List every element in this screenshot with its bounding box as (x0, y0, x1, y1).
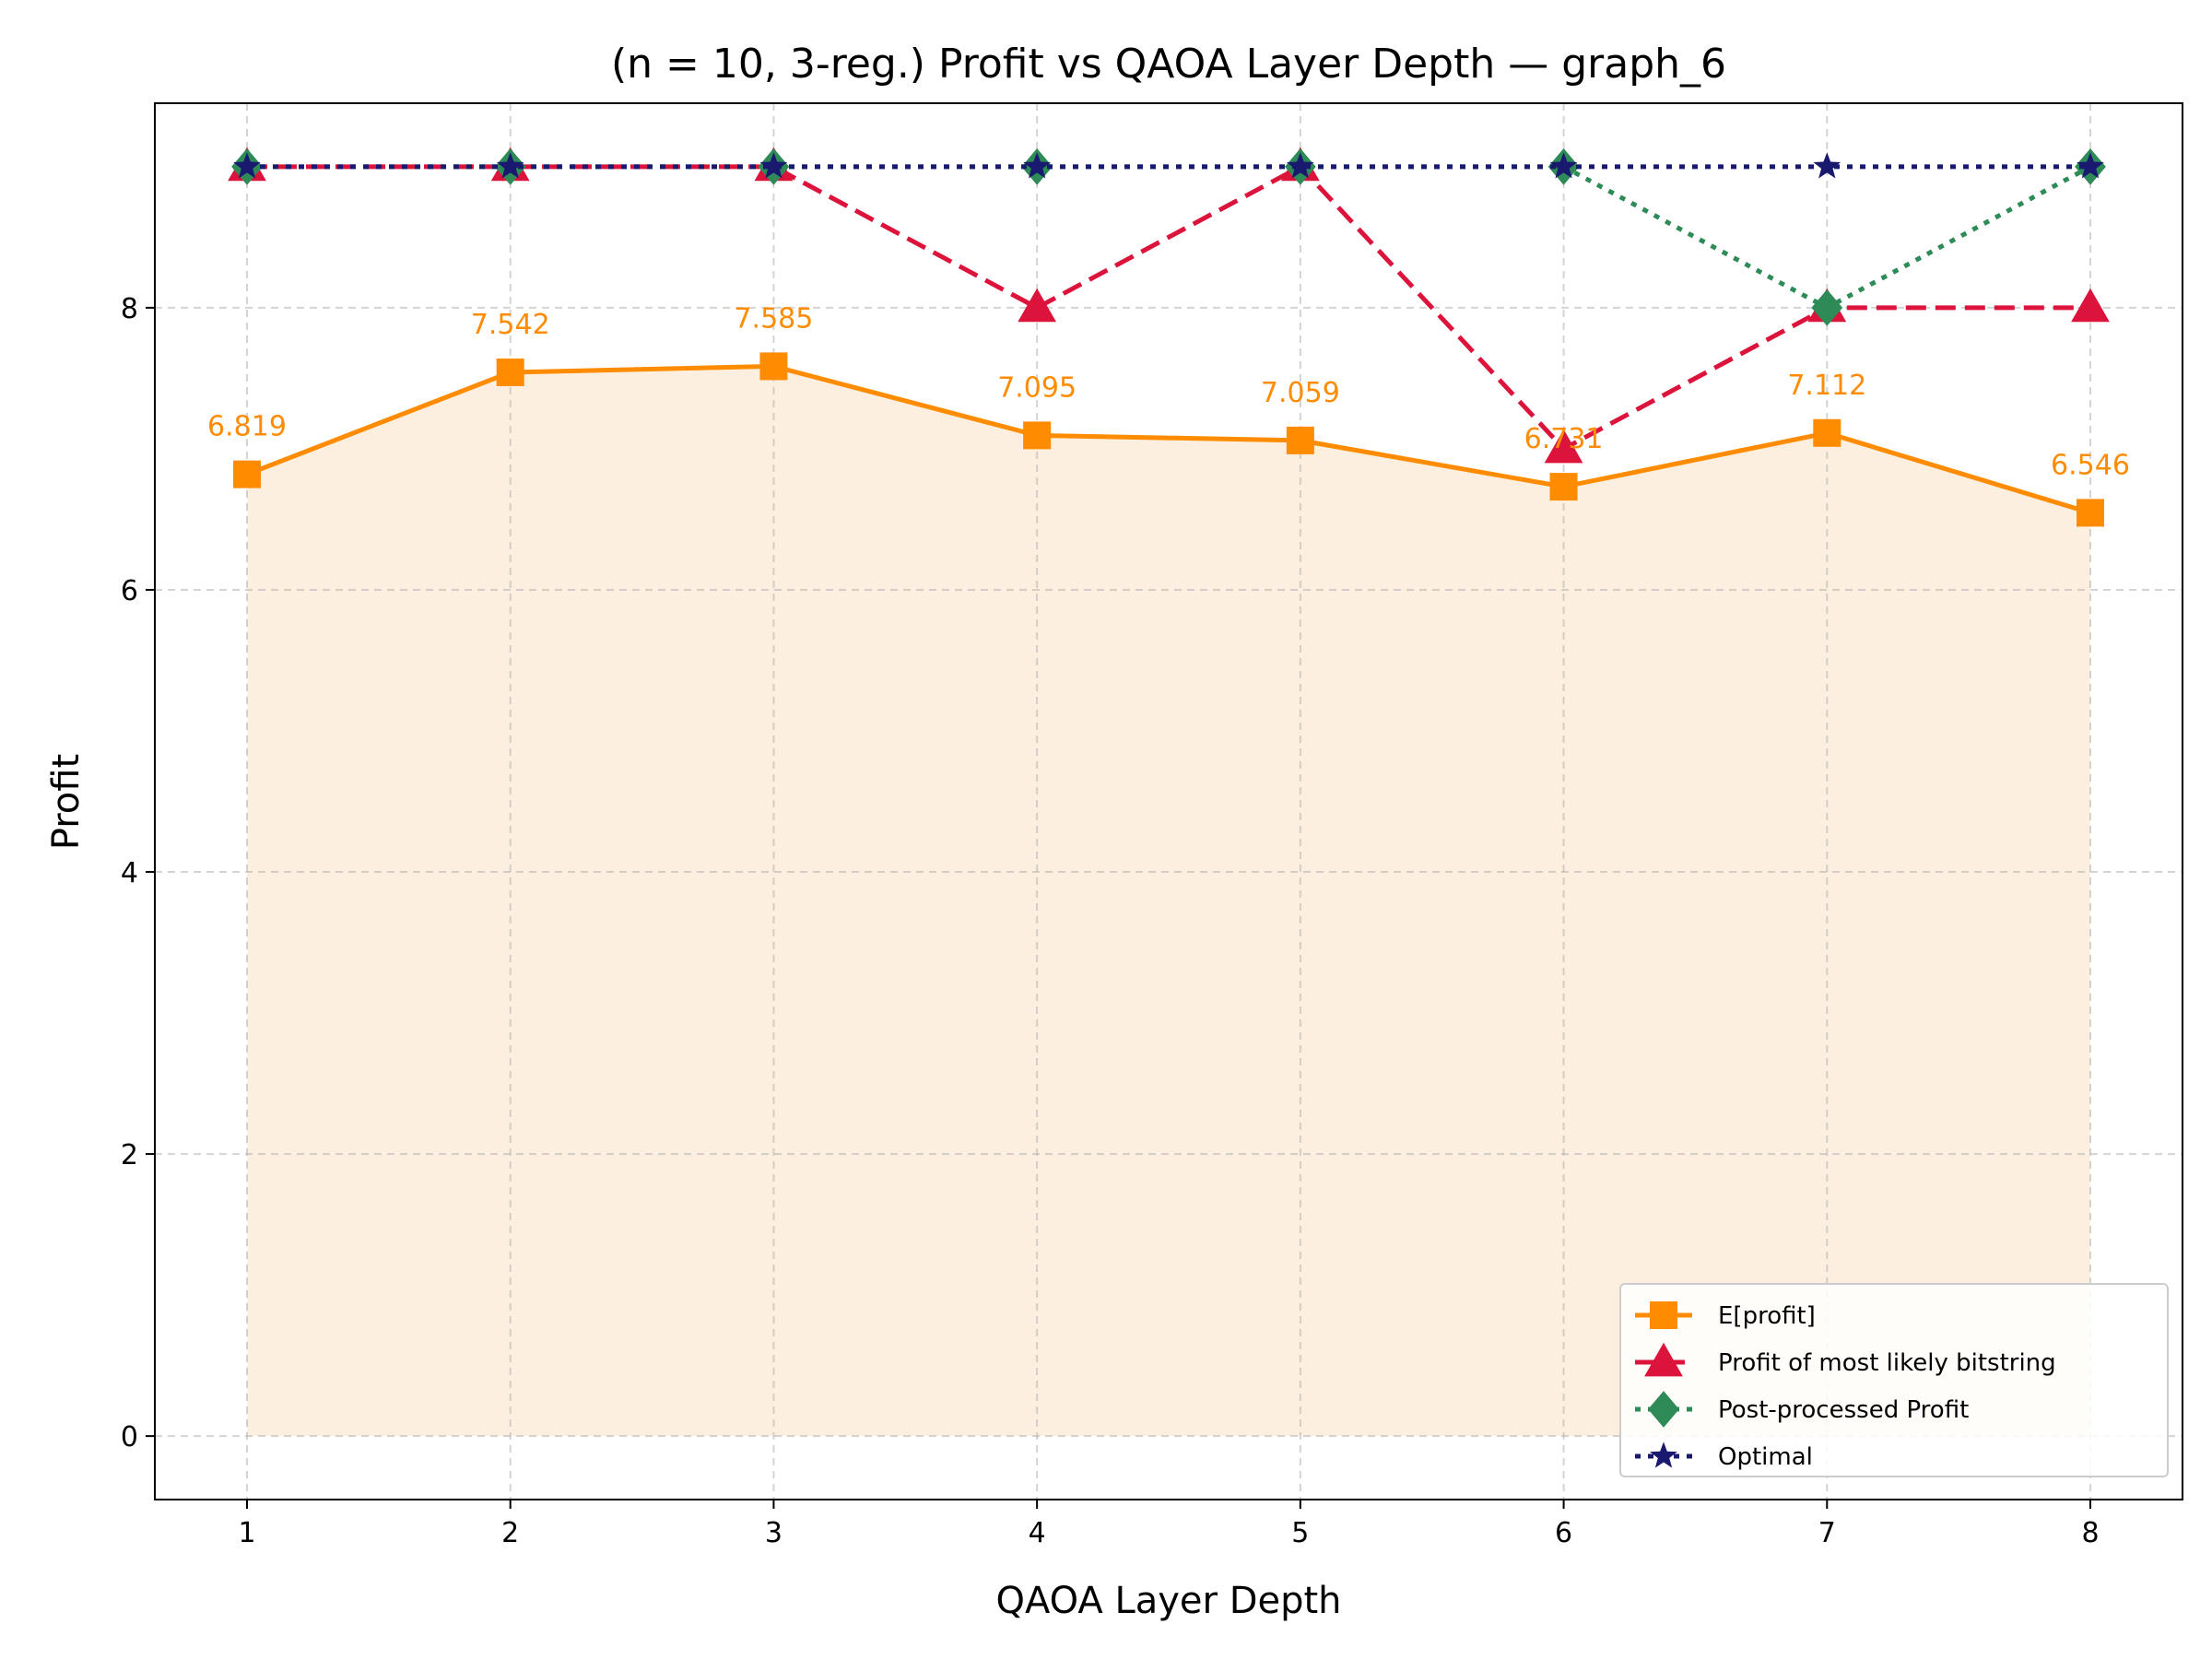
legend-box (1619, 1283, 2169, 1477)
area-fill (247, 366, 2090, 1437)
data-label: 7.112 (1787, 370, 1866, 402)
x-tick-label: 5 (1291, 1517, 1309, 1549)
y-axis-title: Profit (45, 754, 88, 850)
data-point (1549, 473, 1578, 501)
legend-label: Optimal (1718, 1443, 1813, 1471)
data-point (759, 152, 788, 179)
data-label: 7.542 (471, 309, 550, 341)
data-label: 6.731 (1524, 423, 1604, 455)
data-point (1544, 429, 1583, 464)
grid-layer (155, 103, 2183, 1500)
data-point (1287, 152, 1314, 179)
data-label: 6.819 (207, 411, 287, 443)
data-point (1286, 426, 1314, 454)
x-tick-label: 1 (238, 1517, 255, 1549)
y-tick-label: 6 (121, 575, 138, 607)
y-tick-label: 4 (121, 857, 138, 889)
data-point (2071, 288, 2110, 323)
y-tick-label: 8 (121, 293, 138, 325)
data-label: 6.546 (2051, 449, 2130, 481)
y-tick-label: 0 (121, 1421, 138, 1453)
series-layer (228, 147, 2110, 527)
data-point (1811, 289, 1843, 326)
y-tick-label: 2 (121, 1139, 138, 1171)
x-tick-label: 6 (1555, 1517, 1572, 1549)
fill-layer (247, 366, 2090, 1437)
data-point (233, 152, 261, 179)
data-point (1813, 418, 1841, 447)
data-point (759, 352, 788, 381)
data-point (1018, 288, 1057, 323)
x-tick-label: 7 (1818, 1517, 1836, 1549)
legend-marker (1650, 1301, 1677, 1329)
data-point (2077, 499, 2104, 527)
data-point (496, 152, 524, 179)
series-line (247, 164, 2090, 452)
data-point (1023, 421, 1052, 450)
data-point (1023, 152, 1051, 179)
legend-marker (1650, 1441, 1677, 1468)
legend-marker (1648, 1391, 1679, 1428)
data-point (496, 358, 524, 386)
data-point (2077, 152, 2104, 179)
label-layer: 6.819 7.542 7.585 7.095 7.059 6.731 7.112 6.546 (207, 302, 2130, 481)
axis-layer: 1 2 3 4 5 6 7 8 0 2 4 6 8 (121, 293, 2100, 1549)
legend-label: E[profit] (1718, 1302, 1816, 1330)
x-axis-title: QAOA Layer Depth (995, 1580, 1341, 1622)
chart-title: (n = 10, 3-reg.) Profit vs QAOA Layer De… (611, 41, 1726, 88)
data-label: 7.585 (734, 302, 813, 335)
data-label: 7.095 (997, 371, 1077, 404)
plot-area-frame (154, 102, 2183, 1500)
legend-label: Post-processed Profit (1718, 1396, 1969, 1424)
legend-items: E[profit] Profit of most likely bitstring… (1635, 1301, 2056, 1471)
legend: E[profit] Profit of most likely bitstring… (1619, 1283, 2169, 1477)
data-point (1549, 152, 1578, 179)
x-tick-label: 3 (765, 1517, 782, 1549)
series-line (246, 363, 2091, 515)
x-tick-label: 4 (1029, 1517, 1046, 1549)
data-label: 7.059 (1261, 377, 1340, 409)
legend-marker (1644, 1342, 1683, 1377)
legend-label: Profit of most likely bitstring (1718, 1349, 2056, 1377)
x-tick-label: 8 (2081, 1517, 2099, 1549)
x-tick-label: 2 (501, 1517, 519, 1549)
data-point (233, 460, 261, 488)
data-point (1813, 152, 1841, 179)
